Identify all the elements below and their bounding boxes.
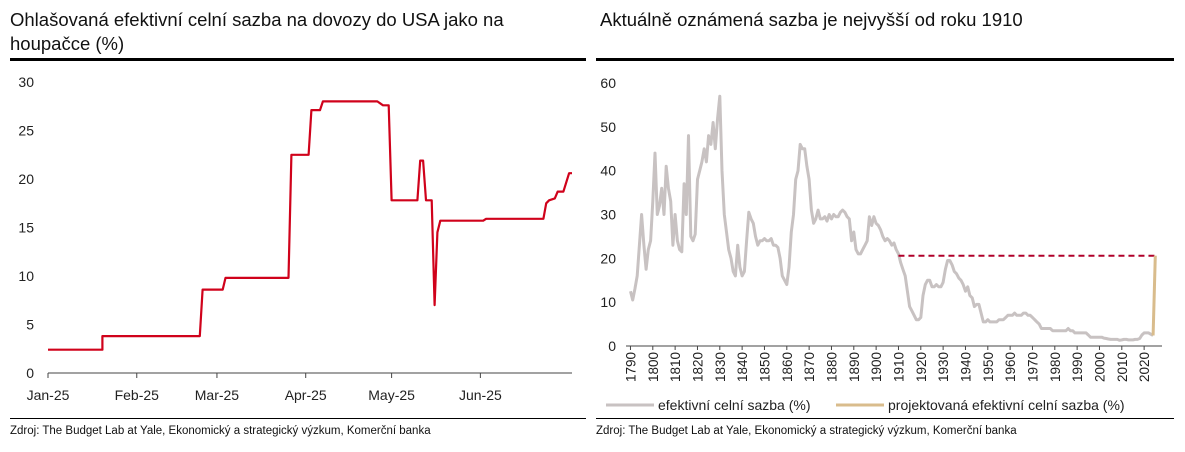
right-x-tick-label: 1980 bbox=[1048, 352, 1063, 382]
right-x-tick-label: 1930 bbox=[936, 352, 951, 382]
right-x-tick-label: 1950 bbox=[981, 352, 996, 382]
right-x-tick-label: 1920 bbox=[914, 352, 929, 382]
right-x-tick-label: 1820 bbox=[690, 352, 705, 382]
right-y-tick-label: 10 bbox=[600, 294, 616, 310]
right-bottom-rule bbox=[596, 418, 1174, 419]
left-source-note: Zdroj: The Budget Lab at Yale, Ekonomick… bbox=[10, 425, 431, 437]
legend-historic-label: efektivní celní sazba (%) bbox=[658, 397, 811, 413]
left-x-tick-label: Feb-25 bbox=[115, 387, 160, 403]
right-top-rule bbox=[596, 58, 1174, 61]
right-x-tick-label: 2010 bbox=[1115, 352, 1130, 382]
right-y-tick-label: 20 bbox=[600, 250, 616, 266]
left-x-tick-label: Jun-25 bbox=[459, 387, 502, 403]
right-y-tick-label: 0 bbox=[608, 338, 616, 354]
right-x-tick-label: 1800 bbox=[646, 352, 661, 382]
right-chart-panel: Aktuálně oznámená sazba je nejvyšší od r… bbox=[596, 0, 1185, 452]
right-x-tick-label: 2020 bbox=[1137, 352, 1152, 382]
right-y-tick-label: 40 bbox=[600, 163, 616, 179]
left-x-tick-label: Apr-25 bbox=[285, 387, 327, 403]
right-x-tick-label: 1960 bbox=[1003, 352, 1018, 382]
left-y-tick-label: 20 bbox=[18, 171, 34, 187]
right-y-tick-label: 30 bbox=[600, 207, 616, 223]
left-top-rule bbox=[10, 58, 586, 61]
right-x-tick-label: 1870 bbox=[802, 352, 817, 382]
right-x-tick-label: 1900 bbox=[869, 352, 884, 382]
right-x-tick-label: 1880 bbox=[824, 352, 839, 382]
right-historic-tariff-line bbox=[629, 94, 1154, 342]
left-chart-panel: Ohlašovaná efektivní celní sazba na dovo… bbox=[0, 0, 586, 452]
right-chart-plot: 0 10 20 30 40 50 60 1790 1800 1810 1820 1830 1840 185… bbox=[600, 75, 1162, 413]
right-chart-title: Aktuálně oznámená sazba je nejvyšší od r… bbox=[600, 9, 1023, 30]
left-x-tick-label: Jan-25 bbox=[27, 387, 70, 403]
right-x-tick-label: 1850 bbox=[757, 352, 772, 382]
right-x-tick-label: 1990 bbox=[1070, 352, 1085, 382]
right-x-tick-label: 1790 bbox=[623, 352, 638, 382]
left-bottom-rule bbox=[10, 418, 586, 419]
left-y-tick-label: 0 bbox=[26, 365, 34, 381]
left-y-tick-label: 10 bbox=[18, 268, 34, 284]
left-y-tick-label: 30 bbox=[18, 74, 34, 90]
left-y-tick-label: 15 bbox=[18, 220, 34, 236]
legend-projected-label: projektovaná efektivní celní sazba (%) bbox=[888, 397, 1125, 413]
right-x-tick-label: 1910 bbox=[891, 352, 906, 382]
right-x-tick-label: 1890 bbox=[847, 352, 862, 382]
right-x-tick-label: 1860 bbox=[780, 352, 795, 382]
right-x-tick-label: 1840 bbox=[735, 352, 750, 382]
right-x-tick-label: 1810 bbox=[668, 352, 683, 382]
right-x-tick-label: 1970 bbox=[1025, 352, 1040, 382]
right-x-tick-label: 2000 bbox=[1092, 352, 1107, 382]
left-y-tick-label: 5 bbox=[26, 317, 34, 333]
left-y-tick-label: 25 bbox=[18, 123, 34, 139]
right-projected-tariff-line bbox=[1151, 255, 1157, 336]
right-source-note: Zdroj: The Budget Lab at Yale, Ekonomick… bbox=[596, 425, 1017, 437]
right-x-tick-label: 1830 bbox=[713, 352, 728, 382]
left-chart-plot: 0 5 10 15 20 25 30 Jan-25 Feb-25 Mar-25 Apr-25 May-… bbox=[18, 74, 572, 403]
right-y-tick-label: 50 bbox=[600, 119, 616, 135]
left-chart-title: Ohlašovaná efektivní celní sazba na dovo… bbox=[10, 9, 504, 54]
right-x-tick-label: 1940 bbox=[958, 352, 973, 382]
left-x-tick-label: May-25 bbox=[368, 387, 415, 403]
right-y-tick-label: 60 bbox=[600, 75, 616, 91]
left-tariff-series-line bbox=[48, 100, 572, 351]
left-x-tick-label: Mar-25 bbox=[195, 387, 240, 403]
